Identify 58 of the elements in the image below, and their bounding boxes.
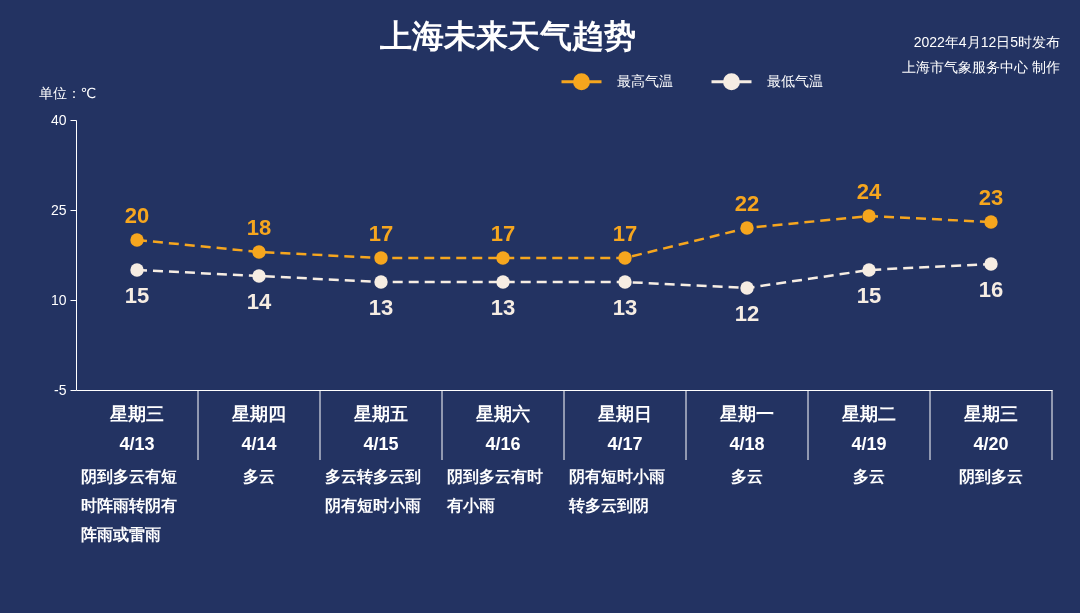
point (374, 251, 388, 265)
data-label: 13 (490, 295, 516, 320)
point (618, 251, 632, 265)
data-label: 17 (612, 221, 638, 246)
point (862, 209, 876, 223)
text: 多云转多云到阴有短时小雨 (325, 468, 421, 514)
y-axis-title: 单位：℃ (38, 84, 97, 101)
x-tick-label: 星期五 4/15 (353, 403, 408, 454)
data-label: 22 (734, 191, 760, 216)
data-label: 17 (490, 221, 516, 246)
data-label: 15 (124, 283, 150, 308)
text: 多云 (853, 468, 885, 485)
point (984, 215, 998, 229)
point (130, 263, 144, 277)
point (496, 275, 510, 289)
x-tick-label: 星期四 4/14 (231, 403, 286, 454)
text: 上海市气象服务中心 制作 (902, 59, 1060, 75)
data-label: 13 (612, 295, 638, 320)
data-label: 16 (978, 277, 1004, 302)
point (862, 263, 876, 277)
data-label: 13 (368, 295, 394, 320)
point (740, 281, 754, 295)
x-tick-label: 星期日 4/17 (597, 403, 652, 454)
data-label: 14 (246, 289, 272, 314)
point (252, 269, 266, 283)
x-tick-label: 星期三 4/20 (963, 403, 1018, 454)
point (130, 233, 144, 247)
data-label: 15 (856, 283, 882, 308)
point (496, 251, 510, 265)
y-tick-label: -5 (54, 381, 67, 398)
x-tick-label: 星期三 4/13 (109, 403, 164, 454)
y-tick-label: 10 (50, 291, 67, 308)
y-tick-label: 25 (50, 201, 67, 218)
point (252, 245, 266, 259)
data-label: 24 (856, 179, 882, 204)
point (374, 275, 388, 289)
data-label: 23 (978, 185, 1004, 210)
chart-title: 上海未来天气趋势 (379, 18, 636, 54)
data-label: 12 (734, 301, 760, 326)
data-label: 20 (124, 203, 150, 228)
legend-label: 最低气温 (767, 72, 823, 89)
point (618, 275, 632, 289)
point (740, 221, 754, 235)
text: 阴有短时小雨转多云到阴 (568, 468, 665, 514)
data-label: 17 (368, 221, 394, 246)
x-tick-label: 星期一 4/18 (719, 403, 774, 454)
x-tick-label: 星期二 4/19 (841, 403, 896, 454)
text: 多云 (731, 468, 763, 485)
point (984, 257, 998, 271)
text: 阴到多云 (959, 468, 1023, 485)
legend-label: 最高气温 (617, 72, 673, 89)
text: 阴到多云有时有小雨 (446, 468, 543, 514)
data-label: 18 (246, 215, 272, 240)
text: 阴到多云有短时阵雨转阴有阵雨或雷雨 (81, 468, 177, 543)
text: 2022年4月12日5时发布 (913, 34, 1060, 50)
x-tick-label: 星期六 4/16 (475, 403, 530, 454)
y-tick-label: 40 (50, 111, 67, 128)
text: 多云 (243, 468, 275, 485)
